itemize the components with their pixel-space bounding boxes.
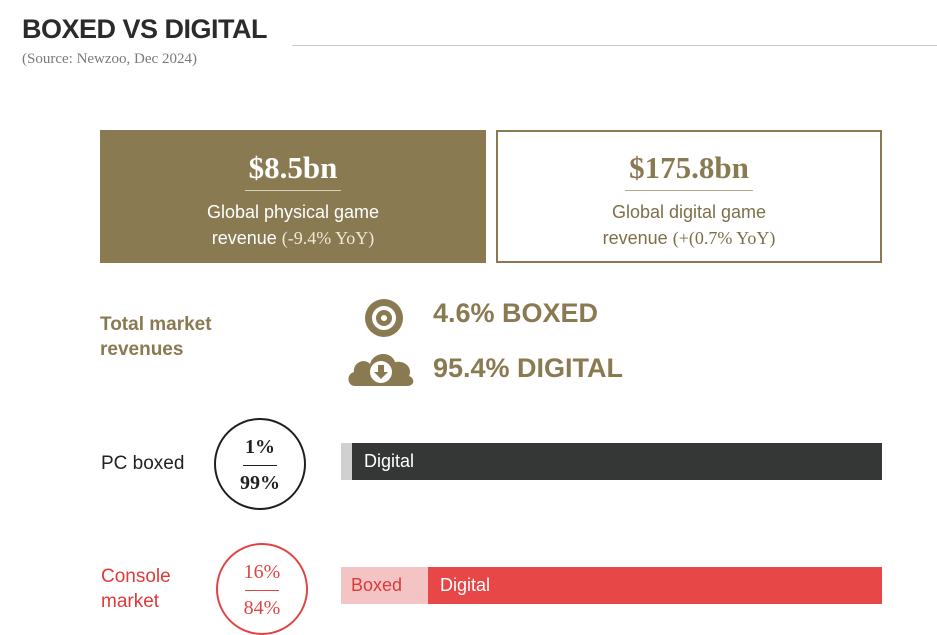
digital-revenue-value: $175.8bn	[625, 150, 753, 191]
pc-digital-percent: 99%	[240, 472, 280, 494]
page-title: BOXED VS DIGITAL	[22, 14, 268, 44]
digital-share-text: 95.4% DIGITAL	[433, 353, 624, 383]
physical-yoy: (-9.4% YoY)	[281, 228, 375, 248]
console-row-label: Console market	[101, 564, 171, 614]
physical-revenue-card: $8.5bn Global physical game revenue (-9.…	[100, 130, 486, 263]
pc-percent-circle: 1% 99%	[214, 418, 306, 510]
cloud-download-icon	[348, 353, 414, 386]
console-label-line2: market	[101, 591, 160, 612]
digital-revenue-desc: Global digital game revenue (+(0.7% YoY)	[498, 199, 880, 251]
physical-revenue-value: $8.5bn	[244, 150, 342, 191]
pc-circle-divider	[243, 465, 277, 466]
console-digital-segment: Digital	[428, 567, 882, 604]
console-circle-divider	[245, 590, 279, 591]
digital-desc-line2: revenue	[602, 228, 668, 248]
header-rule	[292, 45, 937, 46]
pc-boxed-segment	[341, 443, 352, 480]
physical-desc-line1: Global physical game	[206, 202, 380, 222]
console-stacked-bar: Boxed Digital	[341, 567, 882, 604]
digital-yoy: (+(0.7% YoY)	[672, 228, 776, 248]
total-market-label: Total market revenues	[100, 312, 212, 362]
physical-desc-line2: revenue	[211, 228, 277, 248]
console-label-line1: Console	[101, 566, 171, 587]
digital-revenue-card: $175.8bn Global digital game revenue (+(…	[496, 130, 882, 263]
total-label-line2: revenues	[100, 339, 184, 360]
disc-icon	[365, 299, 403, 337]
pc-boxed-percent: 1%	[245, 436, 275, 458]
pc-digital-segment: Digital	[352, 443, 882, 480]
pc-stacked-bar: Digital	[341, 443, 882, 480]
console-boxed-percent: 16%	[243, 561, 281, 583]
console-percent-circle: 16% 84%	[216, 543, 308, 635]
pc-row-label: PC boxed	[101, 453, 185, 474]
physical-revenue-desc: Global physical game revenue (-9.4% YoY)	[100, 199, 486, 251]
source-note: (Source: Newzoo, Dec 2024)	[22, 51, 197, 67]
boxed-share-text: 4.6% BOXED	[433, 298, 599, 328]
console-digital-percent: 84%	[243, 597, 281, 619]
total-label-line1: Total market	[100, 314, 212, 335]
console-boxed-segment: Boxed	[341, 567, 428, 604]
digital-desc-line1: Global digital game	[611, 202, 767, 222]
